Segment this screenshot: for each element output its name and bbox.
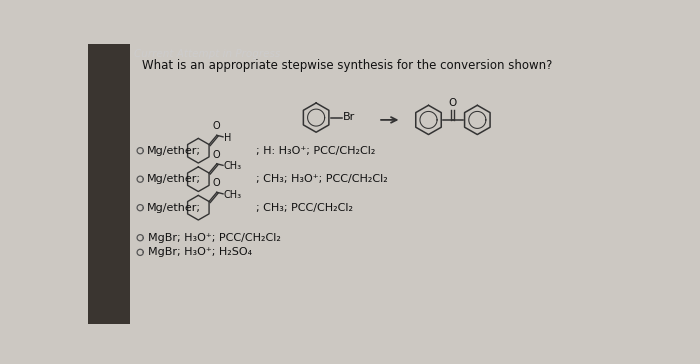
Text: What is an appropriate stepwise synthesis for the conversion shown?: What is an appropriate stepwise synthesi… (141, 59, 552, 72)
Text: Mg/ether;: Mg/ether; (147, 203, 201, 213)
Text: CH₃: CH₃ (224, 190, 242, 199)
Text: CH₃: CH₃ (224, 161, 242, 171)
Text: Mg/ether;: Mg/ether; (147, 174, 201, 184)
Text: H: H (224, 132, 231, 143)
Text: O: O (212, 150, 220, 160)
Text: Current Attempt in Progress: Current Attempt in Progress (134, 49, 280, 59)
Text: ; CH₃; PCC/CH₂Cl₂: ; CH₃; PCC/CH₂Cl₂ (256, 203, 353, 213)
Text: O: O (449, 98, 456, 108)
Text: Mg/ether;: Mg/ether; (147, 146, 201, 156)
Text: MgBr; H₃O⁺; H₂SO₄: MgBr; H₃O⁺; H₂SO₄ (148, 248, 252, 257)
Text: O: O (212, 178, 220, 189)
Text: MgBr; H₃O⁺; PCC/CH₂Cl₂: MgBr; H₃O⁺; PCC/CH₂Cl₂ (148, 233, 281, 243)
Text: Br: Br (342, 112, 355, 122)
Text: ; H: H₃O⁺; PCC/CH₂Cl₂: ; H: H₃O⁺; PCC/CH₂Cl₂ (256, 146, 375, 156)
Text: ; CH₃; H₃O⁺; PCC/CH₂Cl₂: ; CH₃; H₃O⁺; PCC/CH₂Cl₂ (256, 174, 387, 184)
Polygon shape (88, 44, 130, 324)
Text: O: O (212, 122, 220, 131)
